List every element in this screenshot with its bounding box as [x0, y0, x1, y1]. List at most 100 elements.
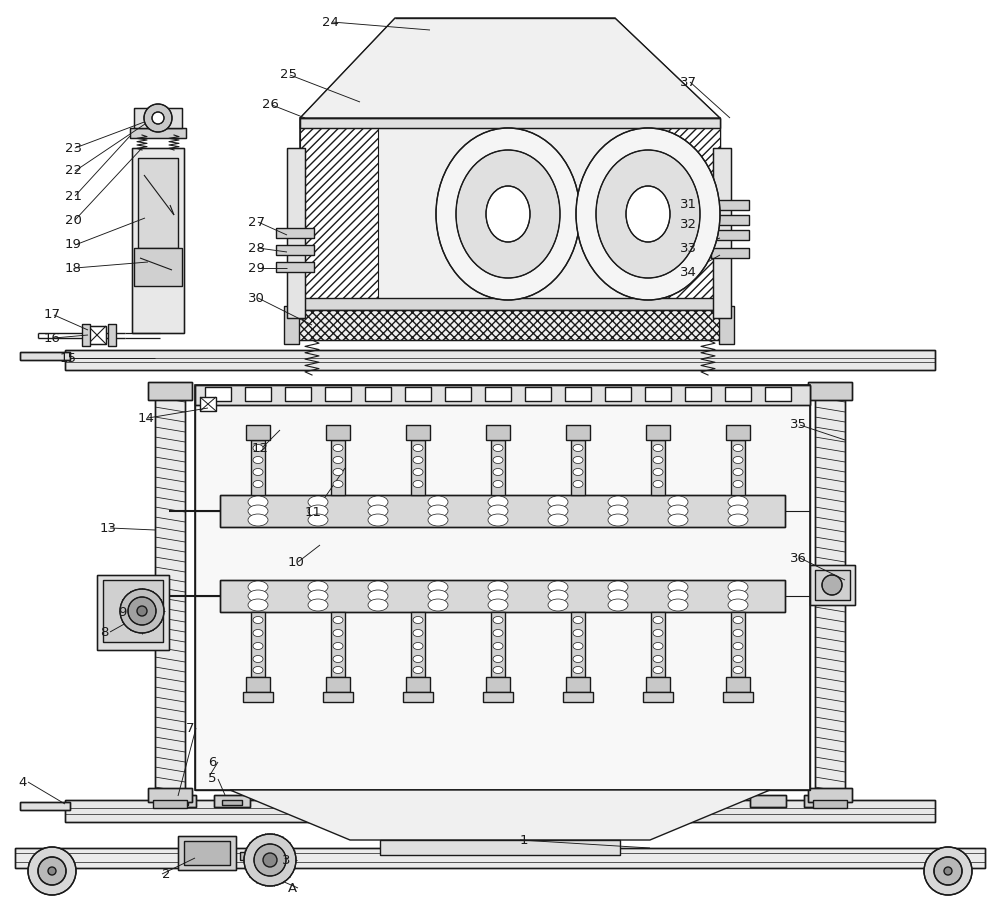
Bar: [276, 245, 314, 255]
Ellipse shape: [653, 667, 663, 673]
Bar: [566, 677, 590, 692]
Ellipse shape: [733, 481, 743, 488]
Ellipse shape: [653, 655, 663, 662]
Ellipse shape: [333, 667, 343, 673]
Text: 23: 23: [65, 141, 82, 155]
Ellipse shape: [653, 445, 663, 452]
Ellipse shape: [308, 505, 328, 517]
Bar: [246, 677, 270, 692]
Ellipse shape: [436, 128, 580, 300]
Text: 2: 2: [162, 868, 170, 880]
Ellipse shape: [728, 496, 748, 508]
Bar: [711, 230, 749, 240]
Bar: [148, 788, 192, 802]
Text: 34: 34: [680, 266, 697, 278]
Bar: [525, 387, 551, 401]
Ellipse shape: [428, 599, 448, 611]
Bar: [445, 387, 471, 401]
Bar: [420, 800, 460, 812]
Bar: [134, 108, 182, 128]
Bar: [200, 397, 216, 411]
Ellipse shape: [728, 581, 748, 593]
Ellipse shape: [653, 481, 663, 488]
Bar: [813, 800, 847, 808]
Ellipse shape: [428, 514, 448, 526]
Bar: [808, 382, 852, 400]
Ellipse shape: [308, 514, 328, 526]
Bar: [480, 800, 520, 812]
Bar: [380, 840, 620, 855]
Ellipse shape: [733, 667, 743, 673]
Ellipse shape: [728, 599, 748, 611]
Ellipse shape: [308, 581, 328, 593]
Bar: [380, 840, 620, 855]
Text: 33: 33: [680, 241, 697, 255]
Bar: [813, 800, 847, 808]
Ellipse shape: [253, 445, 263, 452]
Bar: [130, 128, 186, 138]
Bar: [300, 118, 378, 310]
Bar: [403, 692, 433, 702]
Bar: [719, 306, 734, 344]
Bar: [326, 677, 350, 692]
Bar: [88, 326, 106, 344]
Bar: [411, 440, 425, 495]
Bar: [810, 565, 855, 605]
Bar: [325, 387, 351, 401]
Bar: [148, 382, 192, 400]
Ellipse shape: [548, 581, 568, 593]
Bar: [765, 387, 791, 401]
Bar: [300, 118, 720, 310]
Text: 19: 19: [65, 238, 82, 251]
Text: 20: 20: [65, 213, 82, 227]
Bar: [153, 800, 187, 808]
Ellipse shape: [248, 581, 268, 593]
Bar: [103, 580, 163, 642]
Text: 4: 4: [18, 776, 26, 788]
Bar: [605, 387, 631, 401]
Bar: [65, 350, 935, 370]
Ellipse shape: [728, 505, 748, 517]
Bar: [20, 802, 70, 810]
Ellipse shape: [653, 456, 663, 464]
Bar: [220, 495, 785, 527]
Bar: [540, 800, 580, 812]
Bar: [65, 800, 935, 822]
Ellipse shape: [548, 599, 568, 611]
Ellipse shape: [596, 150, 700, 278]
Circle shape: [152, 112, 164, 124]
Bar: [300, 118, 720, 310]
Polygon shape: [230, 790, 770, 840]
Bar: [155, 395, 185, 790]
Bar: [240, 852, 258, 860]
Ellipse shape: [576, 128, 720, 300]
Bar: [134, 248, 182, 286]
Bar: [243, 692, 273, 702]
Bar: [160, 795, 196, 807]
Circle shape: [244, 834, 296, 886]
Text: 1: 1: [520, 833, 528, 847]
Bar: [571, 440, 585, 495]
Ellipse shape: [733, 445, 743, 452]
Ellipse shape: [548, 496, 568, 508]
Bar: [810, 565, 855, 605]
Bar: [406, 425, 430, 440]
Bar: [643, 692, 673, 702]
Bar: [132, 148, 184, 333]
Bar: [97, 575, 169, 650]
Ellipse shape: [253, 643, 263, 650]
Bar: [276, 262, 314, 272]
Bar: [726, 677, 750, 692]
Bar: [486, 425, 510, 440]
Ellipse shape: [493, 445, 503, 452]
Bar: [220, 495, 785, 527]
Bar: [245, 387, 271, 401]
Bar: [292, 310, 726, 340]
Ellipse shape: [626, 186, 670, 242]
Ellipse shape: [668, 505, 688, 517]
Circle shape: [128, 597, 156, 625]
Bar: [646, 425, 670, 440]
Ellipse shape: [573, 655, 583, 662]
Bar: [445, 387, 471, 401]
Bar: [243, 692, 273, 702]
